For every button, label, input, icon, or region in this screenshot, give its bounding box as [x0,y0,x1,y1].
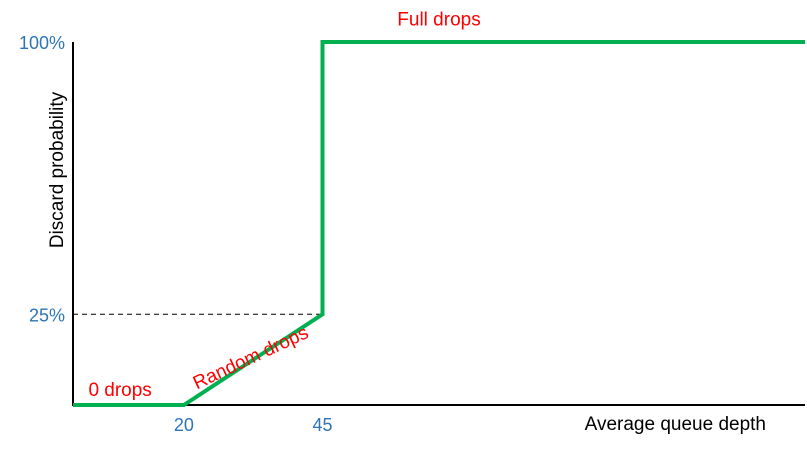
annotation-label: 0 drops [88,380,151,401]
annotations: 0 drops Random drops Full drops [88,10,480,401]
annotation-label: Full drops [397,10,480,31]
x-axis-title: Average queue depth [585,414,766,435]
annotation-label: Random drops [190,322,312,394]
y-tick-label: 25% [29,305,65,325]
x-tick-labels: 20 45 [174,415,333,435]
x-tick-label: 45 [313,415,333,435]
x-tick-label: 20 [174,415,194,435]
y-axis-title: Discard probability [47,91,68,248]
discard-probability-line [73,40,805,407]
y-tick-label: 100% [19,33,65,53]
y-tick-labels: 25% 100% [19,33,65,325]
